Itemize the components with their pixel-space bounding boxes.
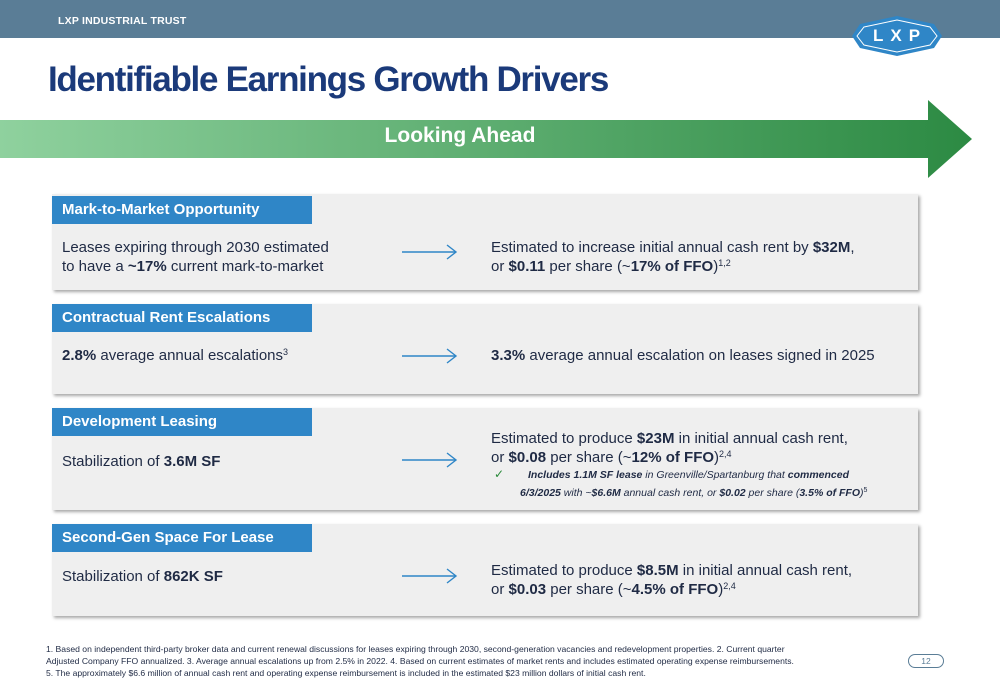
page-number: 12 [908, 654, 944, 668]
card-left-text: Stabilization of 3.6M SF [62, 453, 221, 470]
card-right-text: 3.3% average annual escalation on leases… [491, 347, 875, 364]
card-mark-to-market: Leases expiring through 2030 estimated t… [52, 194, 918, 290]
logo-hexagon-icon [852, 16, 942, 56]
footnote-line-2: Adjusted Company FFO annualized. 3. Aver… [46, 656, 794, 666]
card-left-text: Stabilization of 862K SF [62, 568, 223, 585]
right-arrow-icon [402, 568, 458, 584]
card-left-text: 2.8% average annual escalations3 [62, 347, 289, 364]
looking-ahead-arrow [0, 100, 972, 178]
card-right-text: Estimated to produce $8.5M in initial an… [491, 561, 852, 599]
tab-development-leasing: Development Leasing [52, 408, 312, 436]
tab-mark-to-market: Mark-to-Market Opportunity [52, 196, 312, 224]
logo-text: LXP [872, 26, 928, 45]
header-bar: LXP INDUSTRIAL TRUST [0, 0, 1000, 38]
footnote-line-1: 1. Based on independent third-party brok… [46, 644, 785, 654]
card-left-text: Leases expiring through 2030 estimated t… [62, 238, 329, 276]
footnotes: 1. Based on independent third-party brok… [46, 643, 906, 679]
right-arrow-icon [402, 244, 458, 260]
banner-label: Looking Ahead [384, 124, 536, 147]
right-line-2: or $0.08 per share (~12% of FFO)2,4 [491, 449, 732, 466]
right-line-2: or $0.03 per share (~4.5% of FFO)2,4 [491, 581, 736, 598]
left-line-1: Leases expiring through 2030 estimated [62, 239, 329, 256]
card-right-text: Estimated to produce $23M in initial ann… [491, 429, 848, 467]
footnote-line-3: 5. The approximately $6.6 million of ann… [46, 668, 646, 678]
company-name: LXP INDUSTRIAL TRUST [58, 15, 187, 27]
right-arrow-icon [402, 348, 458, 364]
right-line-2: or $0.11 per share (~17% of FFO)1,2 [491, 258, 731, 275]
right-arrow-icon [402, 452, 458, 468]
right-line-1: Estimated to produce $23M in initial ann… [491, 430, 848, 447]
lxp-logo: LXP [852, 16, 942, 56]
card-right-text: Estimated to increase initial annual cas… [491, 238, 855, 276]
lease-note: Includes 1.1M SF lease in Greenville/Spa… [520, 469, 868, 499]
page-title: Identifiable Earnings Growth Drivers [48, 60, 609, 99]
right-line-1: Estimated to produce $8.5M in initial an… [491, 562, 853, 579]
checkmark-icon: ✓ [494, 467, 505, 481]
left-line-2: to have a ~17% current mark-to-market [62, 258, 324, 275]
tab-second-gen-space: Second-Gen Space For Lease [52, 524, 312, 552]
right-line-1: Estimated to increase initial annual cas… [491, 239, 855, 256]
tab-contractual-rent-escalations: Contractual Rent Escalations [52, 304, 312, 332]
